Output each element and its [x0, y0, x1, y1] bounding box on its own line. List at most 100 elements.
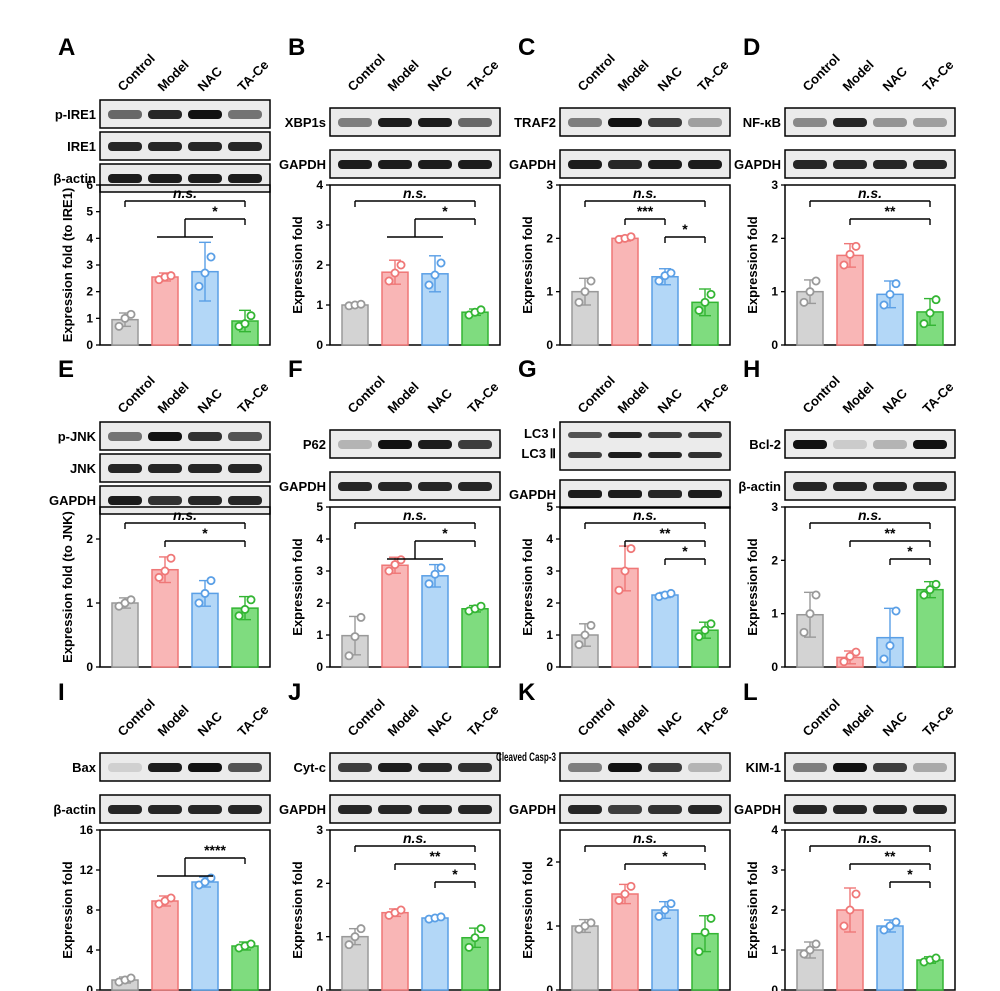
group-label: Model — [385, 379, 422, 416]
data-point — [384, 276, 394, 286]
blot-label: GAPDH — [734, 157, 781, 172]
group-label: Model — [840, 702, 877, 739]
data-point — [614, 895, 624, 905]
blot-label: p-JNK — [58, 429, 97, 444]
blot-band — [568, 805, 602, 814]
plot-frame — [99, 506, 271, 668]
blot-band — [188, 432, 222, 441]
group-label: NAC — [195, 385, 226, 416]
blot-band — [228, 464, 262, 473]
blot-band — [188, 805, 222, 814]
group-label: NAC — [880, 708, 911, 739]
blot-band — [338, 482, 372, 491]
blot-band — [228, 805, 262, 814]
group-label: Control — [115, 696, 158, 739]
group-label: Model — [840, 379, 877, 416]
blot-label: GAPDH — [509, 802, 556, 817]
y-axis-label: Expression fold (to IRE1) — [60, 188, 75, 343]
plot-frame — [784, 506, 956, 668]
group-label: TA-Ce — [465, 702, 502, 739]
y-axis-label: Expression fold — [520, 538, 535, 636]
bar — [916, 588, 944, 668]
blot-band — [608, 763, 642, 772]
data-point — [476, 601, 486, 611]
data-point — [626, 232, 636, 242]
blot-band — [568, 490, 602, 498]
blot-label: P62 — [303, 437, 326, 452]
blot-band — [378, 482, 412, 491]
data-point — [436, 912, 446, 922]
bar — [381, 911, 409, 991]
data-point — [384, 566, 394, 576]
significance-label: n.s. — [633, 507, 657, 523]
panel-letter: L — [743, 679, 758, 706]
significance-label: *** — [637, 203, 654, 219]
group-label: TA-Ce — [235, 57, 272, 94]
panel-letter: F — [288, 356, 303, 383]
significance-label: n.s. — [858, 507, 882, 523]
data-point — [700, 927, 710, 937]
data-point — [931, 579, 941, 589]
data-point — [350, 632, 360, 642]
group-label: NAC — [425, 385, 456, 416]
data-point — [626, 881, 636, 891]
significance-label: ** — [885, 525, 896, 541]
data-point — [166, 271, 176, 281]
y-tick-label: 0 — [771, 660, 778, 674]
data-point — [654, 911, 664, 921]
y-tick-label: 2 — [771, 231, 778, 245]
blot-band — [338, 440, 372, 449]
significance-label: n.s. — [633, 185, 657, 201]
blot-band — [568, 160, 602, 169]
significance-label: n.s. — [403, 830, 427, 846]
blot-band — [418, 805, 452, 814]
blot-band — [148, 464, 182, 473]
bar — [611, 237, 639, 346]
group-label: NAC — [425, 708, 456, 739]
y-tick-label: 0 — [316, 983, 323, 991]
y-tick-label: 8 — [86, 903, 93, 917]
blot-band — [793, 118, 827, 127]
blot-band — [188, 496, 222, 505]
data-point — [396, 555, 406, 565]
blot-band — [458, 440, 492, 449]
blot-band — [338, 118, 372, 127]
panel-letter: J — [288, 679, 301, 706]
data-point — [240, 604, 250, 614]
data-point — [586, 918, 596, 928]
data-point — [885, 641, 895, 651]
data-point — [839, 657, 849, 667]
blot-band — [378, 118, 412, 127]
group-label: Control — [115, 51, 158, 94]
data-point — [206, 252, 216, 262]
blot-label: LC3 Ⅰ — [524, 426, 556, 441]
blot-band — [378, 763, 412, 772]
y-axis-label: Expression fold — [520, 216, 535, 314]
blot-band — [148, 763, 182, 772]
data-point — [805, 945, 815, 955]
blot-band — [793, 805, 827, 814]
data-point — [246, 311, 256, 321]
data-point — [799, 297, 809, 307]
data-point — [839, 921, 849, 931]
bar — [421, 917, 449, 991]
significance-label: n.s. — [403, 507, 427, 523]
group-label: Model — [385, 57, 422, 94]
blot-band — [108, 174, 142, 183]
bar — [651, 275, 679, 346]
data-point — [126, 595, 136, 605]
blot-label: GAPDH — [279, 802, 326, 817]
y-tick-label: 4 — [771, 823, 778, 837]
group-label: TA-Ce — [695, 57, 732, 94]
bar — [151, 900, 179, 991]
blot-band — [228, 432, 262, 441]
blot-label: Cleaved Casp-3 — [496, 750, 556, 764]
blot-band — [568, 118, 602, 127]
y-axis-label: Expression fold — [290, 538, 305, 636]
data-point — [574, 297, 584, 307]
blot-band — [148, 805, 182, 814]
blot-band — [338, 763, 372, 772]
